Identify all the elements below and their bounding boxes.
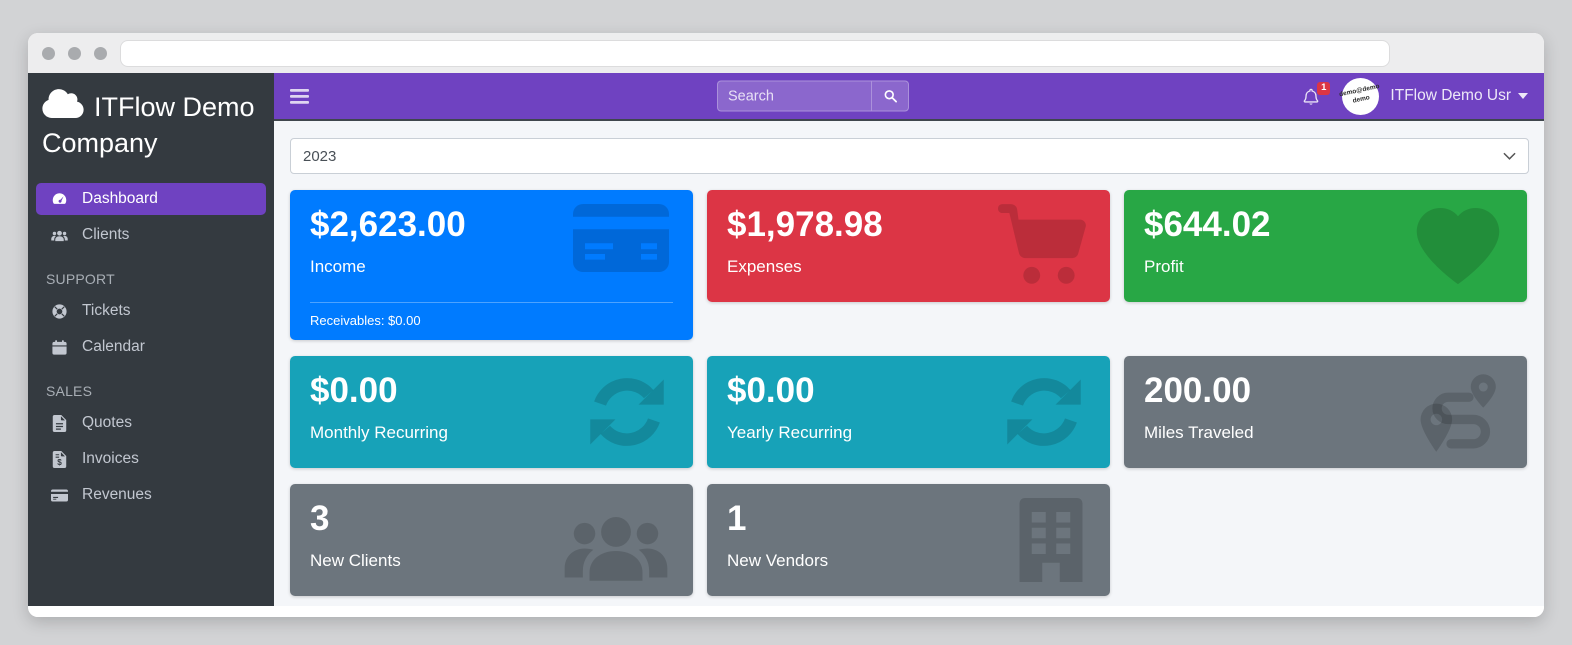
caret-down-icon [1518,93,1528,99]
sidebar-item-label: Dashboard [82,190,158,208]
search-box [717,80,909,112]
miles-traveled-card[interactable]: 200.00 Miles Traveled [1124,356,1527,468]
card-value: $0.00 [727,371,815,410]
card-value: 200.00 [1144,371,1252,410]
app: ITFlow Demo Company Dashboard Clients SU… [28,73,1544,617]
window-controls [42,46,107,60]
cards-row-1: $2,623.00 Income Receivables: $0.00 $1,9… [290,190,1529,340]
file-invoice-dollar-icon: $ [46,450,72,468]
svg-text:$: $ [57,458,62,467]
credit-card-icon [573,204,669,272]
sync-icon [1002,370,1086,454]
cards-row-3: 3 New Clients 1 New Vendors [290,484,1529,596]
cards-row-2: $0.00 Monthly Recurring $0.00 Yearly Rec… [290,356,1529,468]
hamburger-menu-icon[interactable] [290,88,309,104]
gauge-icon [46,190,72,208]
sidebar-item-dashboard[interactable]: Dashboard [36,183,266,216]
card-label: Miles Traveled [1144,422,1254,442]
sidebar-item-invoices[interactable]: $ Invoices [36,443,266,475]
browser-window: ITFlow Demo Company Dashboard Clients SU… [28,33,1544,617]
expenses-card[interactable]: $1,978.98 Expenses [707,190,1110,302]
window-control-dot[interactable] [94,46,107,60]
sidebar: ITFlow Demo Company Dashboard Clients SU… [28,73,274,606]
calendar-icon [46,338,72,356]
card-value: 3 [310,499,330,538]
sidebar-item-revenues[interactable]: Revenues [36,479,266,511]
card-label: Income [310,256,366,276]
avatar-text: demo [1352,94,1371,105]
card-label: Profit [1144,256,1184,276]
sidebar-item-quotes[interactable]: Quotes [36,407,266,439]
card-value: 1 [727,499,747,538]
user-menu-button[interactable]: ITFlow Demo Usr [1390,87,1528,105]
card-value: $2,623.00 [310,205,466,244]
search-input[interactable] [717,80,871,112]
card-value: $0.00 [310,371,398,410]
year-filter: 2023 [290,138,1529,174]
sidebar-section-support: SUPPORT [46,271,115,288]
sidebar-nav: Dashboard Clients SUPPORT Tickets [28,175,274,523]
browser-chrome [28,33,1544,73]
user-name: ITFlow Demo Usr [1390,87,1511,104]
sidebar-item-calendar[interactable]: Calendar [36,331,266,363]
users-icon [46,226,72,244]
sidebar-item-label: Quotes [82,414,132,432]
year-select[interactable]: 2023 [290,138,1529,174]
heart-icon [1413,204,1503,287]
shopping-cart-icon [998,204,1086,285]
window-control-dot[interactable] [42,46,55,60]
search-button[interactable] [871,80,909,112]
credit-card-icon [46,486,72,504]
sidebar-item-label: Invoices [82,450,139,468]
avatar[interactable]: demo@demo demo [1339,77,1381,115]
top-navbar: 1 demo@demo demo ITFlow Demo Usr [274,73,1544,121]
card-value: $644.02 [1144,205,1271,244]
new-vendors-card[interactable]: 1 New Vendors [707,484,1110,596]
card-label: Yearly Recurring [727,422,853,442]
sidebar-item-tickets[interactable]: Tickets [36,295,266,327]
life-ring-icon [46,302,72,320]
users-icon [563,506,669,586]
notification-badge: 1 [1317,81,1331,95]
building-icon [1016,498,1086,582]
dashboard-content: 2023 $2,623.00 Income Rece [274,121,1544,606]
yearly-recurring-card[interactable]: $0.00 Yearly Recurring [707,356,1110,468]
card-value: $1,978.98 [727,205,883,244]
sidebar-item-clients[interactable]: Clients [36,219,266,251]
notifications-button[interactable]: 1 [1302,81,1331,106]
sidebar-item-label: Tickets [82,302,131,320]
brand-link[interactable]: ITFlow Demo Company [28,73,274,171]
file-lines-icon [46,414,72,432]
main-area: 1 demo@demo demo ITFlow Demo Usr [274,73,1544,606]
card-label: New Clients [310,550,401,570]
navbar-right: 1 demo@demo demo ITFlow Demo Usr [1302,77,1528,115]
brand-text: ITFlow Demo Company [42,92,255,158]
window-control-dot[interactable] [68,46,81,60]
card-label: Monthly Recurring [310,422,448,442]
sync-icon [585,370,669,454]
cloud-icon [42,87,84,120]
bell-icon [1304,88,1319,105]
profit-card[interactable]: $644.02 Profit [1124,190,1527,302]
sidebar-item-label: Calendar [82,338,145,356]
url-bar[interactable] [120,39,1390,67]
new-clients-card[interactable]: 3 New Clients [290,484,693,596]
sidebar-item-label: Revenues [82,486,152,504]
card-label: New Vendors [727,550,829,570]
monthly-recurring-card[interactable]: $0.00 Monthly Recurring [290,356,693,468]
income-card[interactable]: $2,623.00 Income Receivables: $0.00 [290,190,693,340]
card-footer: Receivables: $0.00 [310,302,673,340]
card-label: Expenses [727,256,802,276]
route-icon [1417,370,1503,456]
sidebar-item-label: Clients [82,226,130,244]
search-icon [884,90,897,103]
sidebar-section-sales: SALES [46,383,93,400]
